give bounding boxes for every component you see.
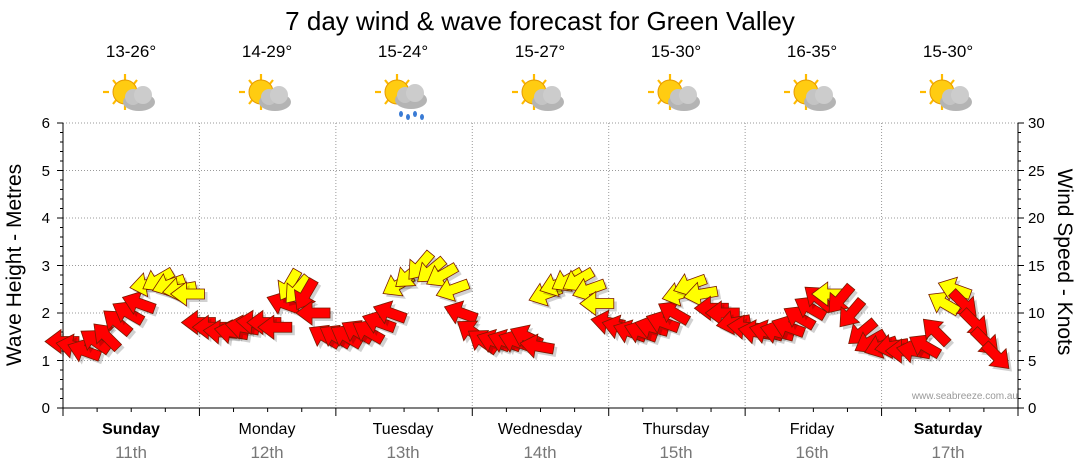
date-label-sunday: 11th xyxy=(115,443,147,462)
y-tick-labels-left: 0 1 2 3 4 5 6 xyxy=(42,115,50,417)
date-label-tuesday: 13th xyxy=(386,443,420,462)
temp-range-monday: 14-29° xyxy=(241,42,293,61)
wind-arrow xyxy=(683,281,719,307)
wind-arrow xyxy=(922,318,952,348)
wind-arrow xyxy=(909,334,943,360)
wind-arrow xyxy=(121,290,157,315)
wind-arrow xyxy=(426,262,460,287)
y2-tick-label: 30 xyxy=(1028,115,1045,132)
wind-arrow xyxy=(352,320,386,345)
sun-cloud-icon xyxy=(512,74,564,111)
wind-arrow xyxy=(645,309,681,334)
wind-arrow xyxy=(361,309,397,334)
day-label-friday: Friday xyxy=(789,421,835,438)
wind-arrow xyxy=(771,314,807,339)
wind-arrow xyxy=(658,301,692,326)
date-label-wednesday: 14th xyxy=(523,443,557,462)
wind-arrow xyxy=(372,300,408,325)
y2-tick-label: 0 xyxy=(1028,400,1036,417)
wind-arrow xyxy=(839,296,867,328)
y2-tick-label: 20 xyxy=(1028,210,1045,227)
y2-tick-label: 25 xyxy=(1028,163,1045,180)
wind-arrows xyxy=(44,249,1012,372)
grid xyxy=(63,122,1018,408)
sun-cloud-icon xyxy=(239,74,291,111)
wind-arrow xyxy=(103,310,134,338)
wind-arrow xyxy=(67,338,103,363)
wind-arrow xyxy=(93,323,123,353)
sun-cloud-icon xyxy=(920,74,972,111)
y-tick-labels-right: 0 5 10 15 20 25 30 xyxy=(1028,115,1045,417)
wind-arrow xyxy=(295,300,331,326)
wind-arrow xyxy=(828,282,856,314)
wind-arrow xyxy=(435,277,471,302)
wind-arrow xyxy=(579,290,615,317)
y-tick-label: 5 xyxy=(42,163,50,180)
y-tick-label: 3 xyxy=(42,258,50,275)
wind-arrow xyxy=(519,333,555,359)
wind-arrow xyxy=(783,305,817,331)
day-label-saturday: Saturday xyxy=(913,421,983,438)
y2-tick-label: 10 xyxy=(1028,305,1045,322)
sun-cloud-rain-icon xyxy=(375,74,427,120)
date-label-friday: 16th xyxy=(795,443,829,462)
temp-range-thursday: 15-30° xyxy=(650,42,702,61)
temp-range-saturday: 15-30° xyxy=(922,42,974,61)
wind-arrow xyxy=(443,300,479,325)
wind-arrow xyxy=(169,281,205,307)
sun-cloud-icon xyxy=(103,74,155,111)
temp-range-sunday: 13-26° xyxy=(105,42,157,61)
day-label-tuesday: Tuesday xyxy=(372,421,434,438)
wind-arrow xyxy=(257,314,293,341)
temp-range-wednesday: 15-27° xyxy=(514,42,566,61)
day-label-wednesday: Wednesday xyxy=(497,421,583,438)
day-label-monday: Monday xyxy=(238,421,296,438)
wind-arrow xyxy=(980,340,1010,369)
y-tick-label: 6 xyxy=(42,115,50,132)
y2-tick-label: 5 xyxy=(1028,353,1036,370)
date-label-monday: 12th xyxy=(250,443,284,462)
y-tick-label: 4 xyxy=(42,210,50,227)
y-tick-label: 1 xyxy=(42,353,50,370)
date-label-thursday: 15th xyxy=(659,443,693,462)
axes xyxy=(57,122,1024,416)
watermark: www.seabreeze.com.au xyxy=(911,391,1018,402)
day-label-thursday: Thursday xyxy=(642,421,710,438)
temp-range-friday: 16-35° xyxy=(786,42,838,61)
sun-cloud-icon xyxy=(784,74,836,111)
y2-tick-label: 15 xyxy=(1028,258,1045,275)
sun-cloud-icon xyxy=(648,74,700,111)
wind-arrow xyxy=(112,301,146,326)
wind-arrow xyxy=(704,300,740,326)
y-tick-label: 2 xyxy=(42,305,50,322)
day-label-sunday: Sunday xyxy=(102,421,160,438)
date-label-saturday: 17th xyxy=(931,443,965,462)
chart-title: 7 day wind & wave forecast for Green Val… xyxy=(285,6,795,36)
temp-range-tuesday: 15-24° xyxy=(377,42,429,61)
y-tick-label: 0 xyxy=(42,400,50,417)
